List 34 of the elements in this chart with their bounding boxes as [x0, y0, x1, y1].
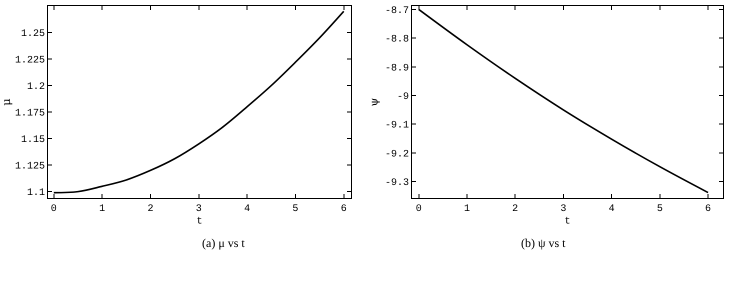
x-tick-label: 4 — [608, 204, 615, 215]
x-tick-label: 3 — [196, 204, 202, 215]
x-tick-label: 3 — [560, 204, 566, 215]
y-tick-label: 1.175 — [14, 108, 45, 120]
y-axis-title: μ — [0, 98, 13, 106]
x-tick-label: 6 — [340, 204, 347, 215]
y-tick-label: -9.3 — [384, 178, 409, 190]
x-axis-title: t — [564, 216, 571, 228]
x-tick-label: 6 — [705, 204, 712, 215]
x-tick-label: 1 — [99, 204, 106, 215]
y-tick-label: 1.1 — [26, 188, 45, 200]
y-tick-label: -8.8 — [384, 34, 409, 46]
x-tick-label: 0 — [416, 204, 422, 215]
text: (a) μ vs t — [202, 236, 246, 250]
y-tick-label: -9.1 — [384, 120, 409, 132]
x-tick-label: 5 — [656, 204, 663, 215]
y-tick-label: 1.25 — [20, 29, 45, 40]
y-tick-label: 1.15 — [20, 135, 45, 146]
y-tick-label: -9.2 — [384, 149, 409, 160]
y-tick-label: -8.7 — [384, 6, 409, 17]
x-tick-label: 4 — [244, 204, 250, 215]
x-tick-label: 0 — [50, 204, 57, 215]
y-axis-title: ψ — [368, 98, 381, 106]
x-tick-label: 2 — [512, 204, 518, 215]
x-axis-title: t — [196, 216, 203, 228]
x-tick-label: 2 — [147, 204, 154, 215]
x-tick-label: 5 — [292, 204, 298, 215]
x-tick-label: 1 — [464, 204, 470, 215]
y-tick-label: -9 — [396, 92, 409, 104]
y-tick-label: 1.125 — [14, 162, 45, 173]
text: (b) ψ vs t — [521, 236, 566, 250]
y-tick-label: 1.2 — [26, 82, 45, 94]
y-tick-label: 1.225 — [14, 56, 45, 67]
y-tick-label: -8.9 — [384, 63, 409, 74]
